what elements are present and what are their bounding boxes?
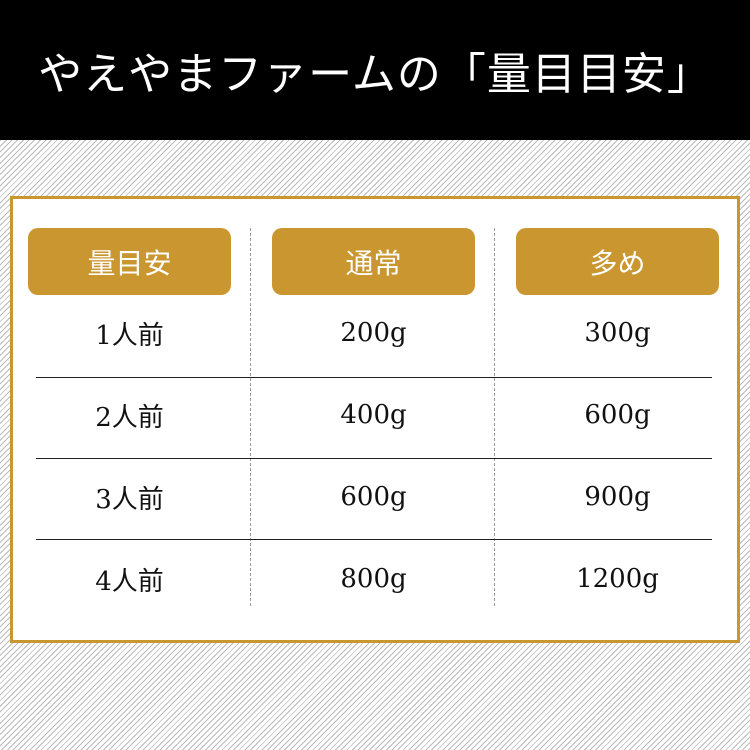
table-cell: 4人前: [95, 566, 164, 597]
table-cell: 800g: [340, 564, 407, 594]
table-cell: 1200g: [576, 564, 659, 594]
table-cell: 400g: [340, 400, 407, 430]
row-divider: [36, 377, 712, 378]
column-header: 量目安: [28, 228, 231, 295]
column-header: 通常: [272, 228, 475, 295]
table-cell: 900g: [584, 482, 651, 512]
table-cell: 300g: [584, 318, 651, 348]
row-divider: [36, 539, 712, 540]
table-cell: 600g: [340, 482, 407, 512]
table-cell: 200g: [340, 318, 407, 348]
table-cell: 1人前: [95, 320, 164, 351]
page-title: やえやまファームの「量目目安」: [0, 0, 750, 140]
column-divider: [250, 228, 251, 606]
table-cell: 2人前: [95, 402, 164, 433]
table-cell: 3人前: [95, 484, 164, 515]
column-header: 多め: [516, 228, 719, 295]
column-divider: [494, 228, 495, 606]
table-cell: 600g: [584, 400, 651, 430]
row-divider: [36, 458, 712, 459]
